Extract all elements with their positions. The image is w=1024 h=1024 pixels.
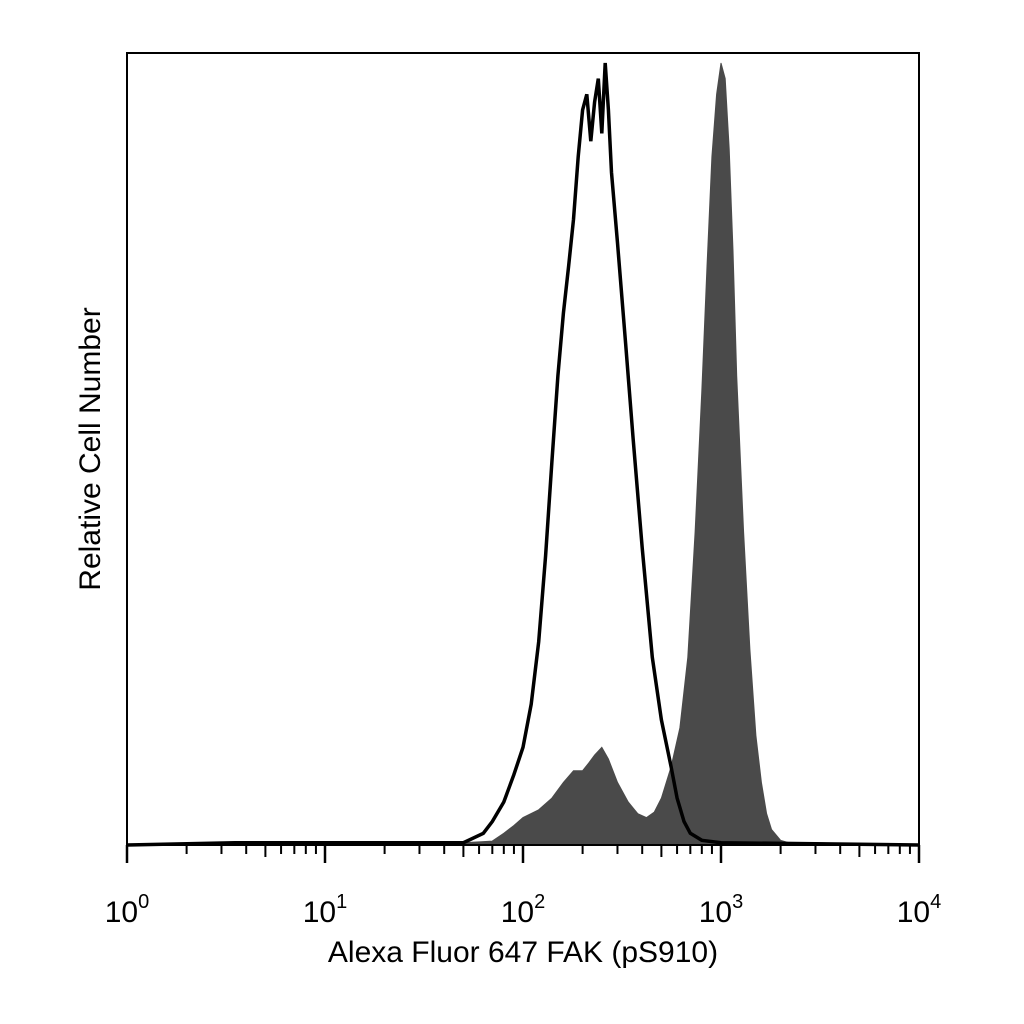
series-filled-histogram (126, 62, 920, 846)
x-axis-label: Alexa Fluor 647 FAK (pS910) (328, 936, 718, 969)
x-tick-label-base: 10 (303, 896, 336, 929)
x-tick-label: 102 (501, 891, 546, 929)
x-tick-label: 101 (303, 891, 348, 929)
x-tick-label: 103 (699, 891, 744, 929)
x-tick-label-base: 10 (897, 896, 930, 929)
plot-frame (126, 52, 920, 846)
x-tick-label-exponent: 0 (138, 891, 149, 913)
x-tick-label-exponent: 1 (336, 891, 347, 913)
x-tick-label-base: 10 (105, 896, 138, 929)
x-tick-label-exponent: 2 (534, 891, 545, 913)
series-outline-histogram (126, 62, 920, 847)
x-axis-tick-labels: 100 101 102 103 104 (105, 891, 942, 929)
x-tick-label-exponent: 4 (930, 891, 941, 913)
x-tick-label-base: 10 (501, 896, 534, 929)
x-tick-label-base: 10 (699, 896, 732, 929)
x-tick-label: 100 (105, 891, 150, 929)
y-axis-label: Relative Cell Number (74, 307, 107, 590)
x-tick-label-exponent: 3 (732, 891, 743, 913)
series-layer (126, 62, 920, 847)
x-tick-label: 104 (897, 891, 942, 929)
x-axis-ticks (125, 845, 921, 863)
